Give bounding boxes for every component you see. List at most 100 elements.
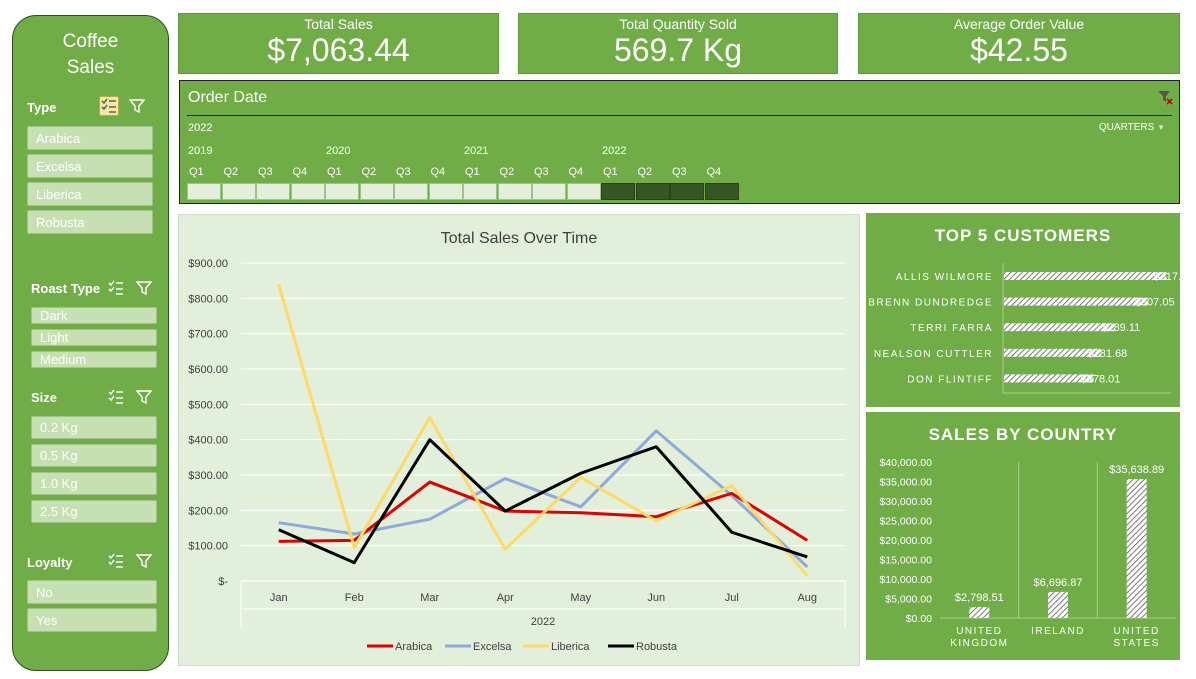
country-value-label: $2,798.51	[955, 592, 1004, 604]
timeline-title: Order Date	[188, 89, 268, 106]
customer-value-label: $307.05	[1135, 297, 1175, 309]
timeline-year-label: 2022	[602, 145, 627, 157]
x-tick-label: Mar	[420, 592, 439, 604]
clear-filter-icon[interactable]	[134, 387, 154, 407]
customer-name-label: TERRI FARRA	[910, 323, 993, 334]
kpi-value: 569.7 Kg	[613, 32, 743, 68]
timeline-quarter-label: Q2	[223, 166, 239, 178]
y-tick-label: $0.00	[906, 613, 932, 625]
kpi-total-quantity: Total Quantity Sold 569.7 Kg	[518, 13, 838, 74]
slicer-item-light[interactable]: Light	[31, 329, 157, 346]
slicer-item-0-5kg[interactable]: 0.5 Kg	[31, 444, 157, 467]
series-line-robusta	[278, 438, 808, 565]
timeline-quarter-cell[interactable]	[601, 183, 635, 200]
sidebar-title: Coffee Sales	[62, 31, 119, 78]
x-tick-label: May	[570, 592, 591, 604]
slicer-item-dark[interactable]: Dark	[31, 307, 157, 324]
multi-select-icon[interactable]	[106, 387, 126, 407]
roast-slicer-label: Roast Type	[31, 281, 101, 296]
top-customers-title: TOP 5 CUSTOMERS	[934, 226, 1112, 245]
slicer-item-yes[interactable]: Yes	[27, 608, 157, 632]
multi-select-icon[interactable]	[106, 278, 126, 298]
kpi-average-order-value: Average Order Value $42.55	[858, 13, 1180, 74]
clear-filter-icon[interactable]	[134, 551, 154, 571]
y-tick-label: $20,000.00	[879, 535, 932, 547]
slicer-item-1-0kg[interactable]: 1.0 Kg	[31, 472, 157, 495]
timeline-quarter-cell[interactable]	[704, 183, 739, 200]
y-tick-label: $10,000.00	[879, 574, 932, 586]
legend-label: Robusta	[636, 641, 678, 653]
legend-label: Arabica	[395, 641, 433, 653]
customer-bar	[1004, 374, 1094, 383]
country-label: IRELAND	[1031, 626, 1085, 637]
clear-timeline-filter-icon[interactable]	[1157, 89, 1173, 105]
y-tick-label: $600.00	[188, 364, 228, 376]
type-slicer-label: Type	[27, 100, 57, 115]
kpi-label: Total Quantity Sold	[619, 16, 737, 32]
y-tick-label: $300.00	[188, 470, 228, 482]
timeline-year-label: 2021	[464, 145, 489, 157]
y-tick-label: $500.00	[188, 399, 228, 411]
multi-select-icon[interactable]	[99, 96, 119, 116]
slicer-item-0-2kg[interactable]: 0.2 Kg	[31, 416, 157, 439]
timeline-quarter-cell[interactable]	[532, 183, 566, 200]
timeline-quarter-label: Q3	[672, 166, 687, 178]
kpi-label: Total Sales	[304, 16, 373, 32]
sales-by-country-chart: SALES BY COUNTRY $0.00 $5,000.00 $10,000.0…	[866, 412, 1180, 660]
timeline-quarter-cell[interactable]	[394, 183, 428, 200]
customer-value-label: $278.01	[1081, 373, 1121, 385]
timeline-quarter-cell[interactable]	[428, 183, 463, 200]
slicer-item-medium[interactable]: Medium	[31, 351, 157, 368]
slicer-item-arabica[interactable]: Arabica	[27, 126, 153, 150]
slicer-item-robusta[interactable]: Robusta	[27, 210, 153, 234]
slicer-item-liberica[interactable]: Liberica	[27, 182, 153, 206]
multi-select-icon[interactable]	[106, 551, 126, 571]
y-tick-label: $900.00	[188, 258, 228, 270]
slicer-item-excelsa[interactable]: Excelsa	[27, 154, 153, 178]
clear-filter-icon[interactable]	[134, 278, 154, 298]
timeline-quarter-cell[interactable]	[221, 183, 256, 200]
timeline-quarter-cell[interactable]	[635, 183, 670, 200]
legend-entry-arabica: Arabica	[367, 641, 433, 653]
y-tick-label: $25,000.00	[879, 516, 932, 528]
timeline-quarter-cell[interactable]	[359, 183, 394, 200]
timeline-quarter-label: Q1	[465, 166, 480, 178]
timeline-quarter-cell[interactable]	[290, 183, 325, 200]
x-tick-label: Feb	[345, 592, 364, 604]
size-slicer-label: Size	[31, 390, 58, 405]
y-tick-label: $30,000.00	[879, 496, 932, 508]
clear-filter-icon[interactable]	[127, 96, 147, 116]
country-bar	[1126, 479, 1147, 618]
timeline-year-label: 2019	[188, 145, 213, 157]
timeline-quarter-cell[interactable]	[463, 183, 497, 200]
timeline-range-label: 2022	[188, 122, 213, 134]
timeline-quarter-label: Q4	[292, 166, 308, 178]
x-tick-label: Jul	[725, 592, 739, 604]
timeline-quarter-label: Q4	[568, 166, 584, 178]
top-customers-chart: TOP 5 CUSTOMERS ALLIS WILMORE $317.07 BREN…	[866, 213, 1180, 407]
timeline-quarter-cell[interactable]	[497, 183, 532, 200]
y-tick-label: $100.00	[188, 541, 228, 553]
kpi-total-sales: Total Sales $7,063.44	[178, 13, 499, 74]
timeline-quarter-label: Q2	[499, 166, 515, 178]
timeline-quarter-cell[interactable]	[187, 183, 221, 200]
series-line-liberica	[277, 283, 809, 577]
slicer-item-2-5kg[interactable]: 2.5 Kg	[31, 500, 157, 523]
customer-bar	[1004, 272, 1167, 280]
timeline-level-dropdown[interactable]: QUARTERS ▼	[1098, 122, 1165, 133]
sales-by-country-svg: $0.00 $5,000.00 $10,000.00 $15,000.00 $20,00…	[879, 457, 1176, 649]
slicer-item-no[interactable]: No	[27, 580, 157, 604]
timeline-quarter-cell[interactable]	[256, 183, 290, 200]
customer-name-label: NEALSON CUTTLER	[874, 349, 993, 360]
timeline-quarter-cell[interactable]	[325, 183, 359, 200]
x-tick-label: Jun	[647, 592, 665, 604]
country-value-label: $35,638.89	[1109, 464, 1164, 476]
timeline-quarter-cell[interactable]	[566, 183, 601, 200]
sales-by-country-title: SALES BY COUNTRY	[928, 425, 1118, 444]
timeline-quarter-label: Q4	[430, 166, 446, 178]
legend-entry-liberica: Liberica	[523, 641, 590, 653]
series-line-excelsa	[278, 429, 809, 568]
timeline-quarter-label: Q2	[637, 166, 653, 178]
y-tick-label: $5,000.00	[885, 594, 932, 606]
timeline-quarter-cell[interactable]	[670, 183, 704, 200]
